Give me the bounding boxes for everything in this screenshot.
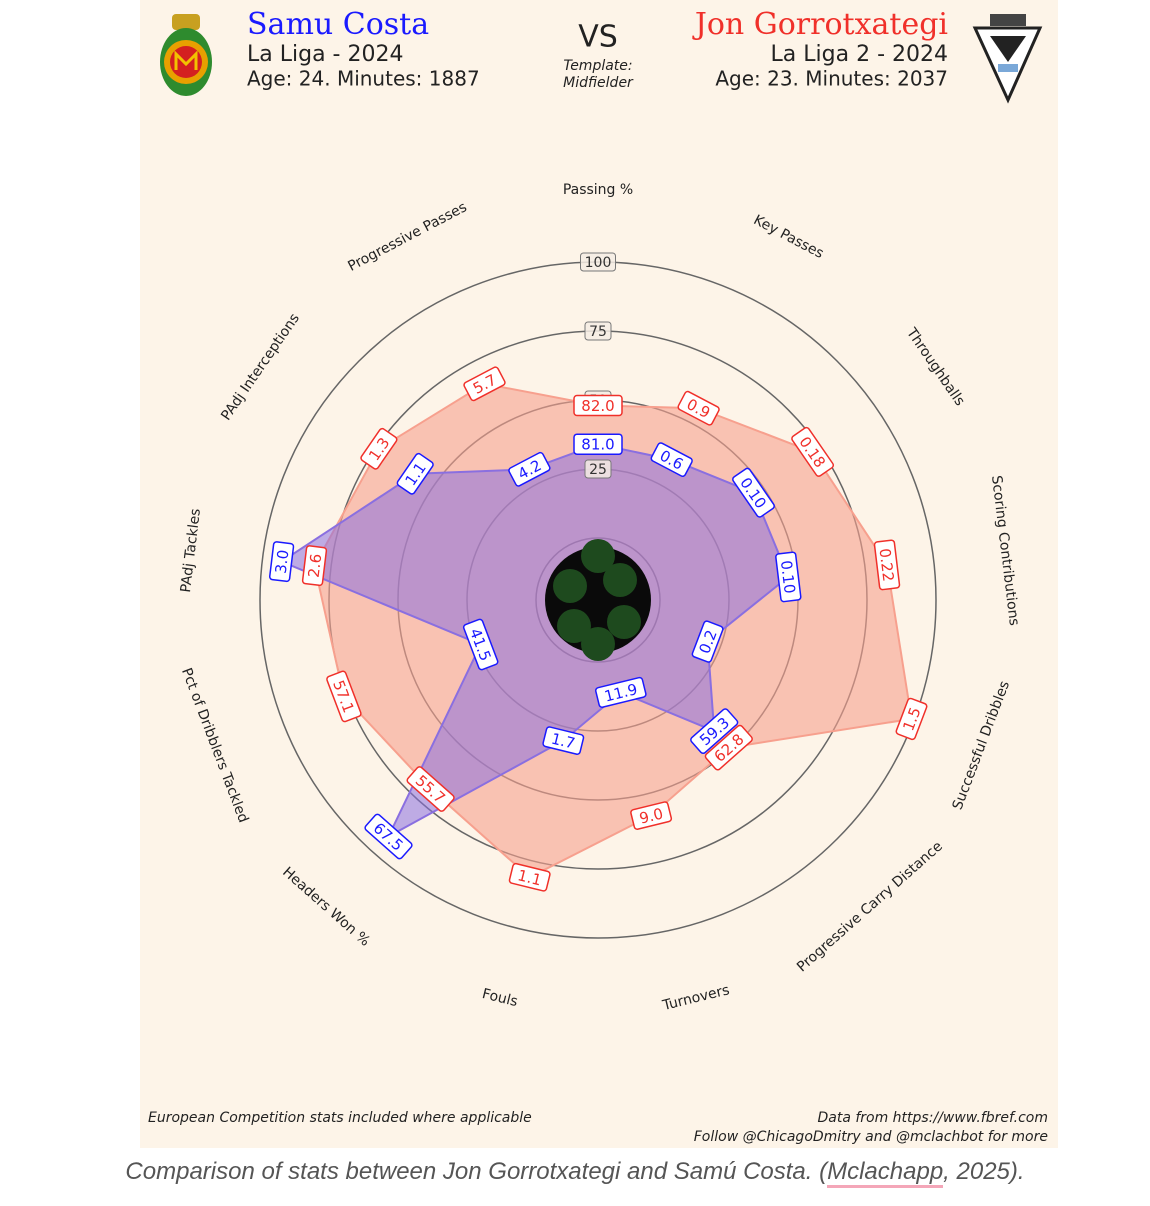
value-box bbox=[630, 801, 673, 830]
value-text: 82.0 bbox=[581, 397, 614, 415]
caption-text: , 2025). bbox=[943, 1158, 1025, 1185]
value-text: 3.0 bbox=[272, 549, 293, 575]
value-label: 1.1 bbox=[508, 862, 551, 892]
value-label: 1.7 bbox=[542, 726, 585, 755]
value-box bbox=[364, 813, 413, 860]
tick-box bbox=[584, 459, 612, 479]
value-text: 1.7 bbox=[549, 729, 576, 752]
value-label: 0.10 bbox=[775, 551, 802, 603]
tick-box bbox=[584, 321, 612, 341]
ball-patch bbox=[581, 539, 615, 573]
value-label: 0.22 bbox=[873, 539, 901, 591]
value-box bbox=[326, 670, 362, 723]
value-box bbox=[573, 394, 623, 417]
value-box bbox=[396, 452, 434, 495]
left-info: Age: 24. Minutes: 1887 bbox=[247, 67, 480, 91]
y-tick-label: 25 bbox=[589, 462, 607, 478]
footer-source: Data from https://www.fbref.com bbox=[817, 1110, 1048, 1126]
value-label: 57.1 bbox=[326, 670, 362, 723]
value-label: 2.6 bbox=[301, 545, 328, 587]
value-text: 1.1 bbox=[516, 866, 543, 889]
right-league: La Liga 2 - 2024 bbox=[771, 42, 948, 67]
axis-label: Passing % bbox=[563, 182, 633, 198]
value-box bbox=[406, 766, 455, 812]
value-box bbox=[895, 697, 928, 741]
value-box bbox=[775, 551, 802, 603]
footer-follow: Follow @ChicagoDmitry and @mclachbot for… bbox=[694, 1129, 1048, 1145]
value-text: 2.6 bbox=[305, 553, 326, 579]
value-box bbox=[268, 541, 295, 583]
value-text: 0.22 bbox=[876, 547, 898, 582]
value-box bbox=[508, 862, 551, 892]
value-box bbox=[573, 433, 623, 455]
value-box bbox=[704, 724, 753, 771]
template: Midfielder bbox=[563, 75, 634, 91]
left-league: La Liga - 2024 bbox=[247, 42, 403, 67]
value-box bbox=[650, 442, 693, 477]
right-info: Age: 23. Minutes: 2037 bbox=[715, 67, 948, 91]
value-box bbox=[463, 366, 506, 402]
y-tick-label: 100 bbox=[585, 255, 612, 271]
value-box bbox=[360, 427, 398, 470]
value-label: 81.0 bbox=[573, 433, 623, 455]
value-box bbox=[873, 539, 901, 591]
value-label: 0.2 bbox=[691, 620, 724, 663]
value-text: 0.10 bbox=[777, 559, 799, 594]
value-label: 82.0 bbox=[573, 394, 623, 417]
value-box bbox=[690, 708, 739, 755]
value-box bbox=[791, 426, 835, 477]
caption-text: Comparison of stats between Jon Gorrotxa… bbox=[125, 1158, 828, 1185]
tick-box bbox=[580, 252, 616, 272]
right-player: Jon Gorrotxategi bbox=[692, 7, 948, 42]
ball-patch bbox=[553, 569, 587, 603]
value-text: 9.0 bbox=[637, 804, 664, 827]
value-box bbox=[508, 451, 551, 487]
ball-patch bbox=[557, 609, 591, 643]
ball-patch bbox=[603, 563, 637, 597]
value-box bbox=[542, 726, 585, 755]
ball-patch bbox=[607, 605, 641, 639]
y-tick-label: 75 bbox=[589, 324, 607, 340]
chart: Samu Costa La Liga - 2024 Age: 24. Minut… bbox=[140, 0, 1058, 1148]
ball-patch bbox=[581, 627, 615, 661]
caption-link[interactable]: Mclachapp bbox=[827, 1158, 944, 1188]
caption: Comparison of stats between Jon Gorrotxa… bbox=[0, 1158, 1150, 1188]
left-crest bbox=[160, 14, 212, 96]
value-text: 81.0 bbox=[581, 436, 614, 454]
left-player: Samu Costa bbox=[247, 7, 429, 42]
value-box bbox=[677, 390, 720, 426]
value-box bbox=[462, 618, 499, 671]
template-label: Template: bbox=[563, 58, 632, 74]
value-label: 9.0 bbox=[630, 801, 673, 830]
vs: VS bbox=[578, 20, 618, 55]
footer-note: European Competition stats included wher… bbox=[148, 1110, 532, 1126]
value-box bbox=[732, 467, 775, 518]
value-label: 3.0 bbox=[268, 541, 295, 583]
value-box bbox=[594, 676, 647, 708]
value-box bbox=[301, 545, 328, 587]
right-crest bbox=[972, 14, 1043, 104]
value-box bbox=[691, 620, 724, 663]
